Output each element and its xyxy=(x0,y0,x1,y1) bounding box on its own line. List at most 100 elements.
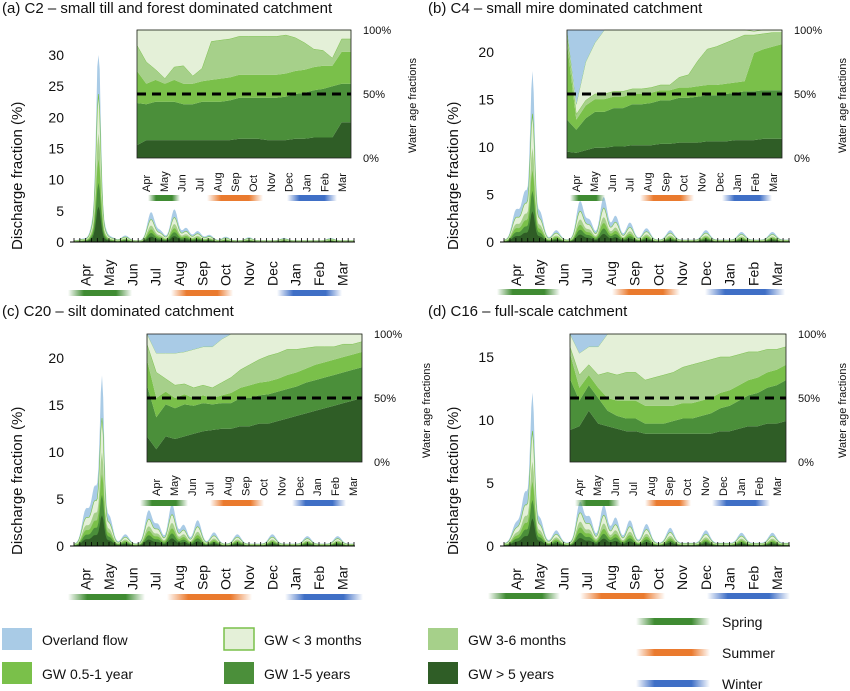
panel-2-inset-xtick-label: Feb xyxy=(330,477,342,496)
panel-1-xtick-label: Feb xyxy=(745,262,761,286)
panel-2-inset-season-bar-winter xyxy=(292,500,346,506)
panel-0-xtick-label: Dec xyxy=(264,261,280,286)
panel-1-inset-ytick-label: 50% xyxy=(794,89,816,101)
panel-0-season-bar-spring xyxy=(68,290,132,296)
panel-3-ytick-label: 5 xyxy=(486,475,494,491)
panel-1-inset-xtick-label: Apr xyxy=(571,175,583,192)
panel-1-xtick-label: Mar xyxy=(769,262,785,286)
panel-2-xtick-label: Nov xyxy=(241,565,257,590)
panel-2-inset-xtick-label: May xyxy=(169,475,181,496)
panel-a-ylabel: Discharge fraction (%) xyxy=(9,102,26,250)
panel-2-ytick-label: 5 xyxy=(56,491,64,507)
legend-bar-spring xyxy=(636,618,710,625)
legend-swatch-gw-3-6 xyxy=(428,628,458,650)
panel-3-xtick-label: Feb xyxy=(745,566,761,590)
legend-label-winter: Winter xyxy=(722,676,763,691)
panel-2-inset-xtick-label: Oct xyxy=(258,479,270,496)
panel-2-inset-xtick-label: Nov xyxy=(276,476,288,496)
panel-2-inset-xtick-label: Aug xyxy=(223,476,235,496)
panel-0-xtick-label: Nov xyxy=(241,261,257,286)
panel-1-inset-xtick-label: Feb xyxy=(750,173,762,192)
panel-3-xtick-label: Sep xyxy=(627,565,643,590)
panel-1-xtick-label: Oct xyxy=(650,264,666,286)
panel-d-inset-ylabel: Water age fractions xyxy=(837,363,849,458)
legend-label-overland: Overland flow xyxy=(42,632,128,648)
panel-0-ytick-label: 20 xyxy=(48,109,64,125)
panel-0-xtick-label: Feb xyxy=(311,262,327,286)
panel-0-ytick-label: 0 xyxy=(56,234,64,250)
panel-0-area-gw_gt5 xyxy=(74,206,354,242)
panel-3-inset-season-bar-summer xyxy=(645,500,691,506)
panel-0-ytick-label: 15 xyxy=(48,141,64,157)
panel-1-xtick-label: Jul xyxy=(579,268,595,286)
panel-0-inset-area-gw_05_1 xyxy=(137,51,351,105)
panel-1-inset-season-bar-spring xyxy=(570,195,605,201)
panel-0-inset-ytick-label: 100% xyxy=(363,25,391,37)
panel-0-ytick-label: 25 xyxy=(48,78,64,94)
panel-a-title: (a) C2 – small till and forest dominated… xyxy=(2,0,333,17)
legend-swatch-overland xyxy=(2,628,32,650)
panel-3-inset-ytick-label: 50% xyxy=(798,393,820,405)
panel-1-area-gw_gt5 xyxy=(504,211,789,242)
panel-0-inset-area-gw_1_5 xyxy=(137,83,351,146)
panel-c-inset-ylabel: Water age fractions xyxy=(421,363,433,458)
panel-0-inset-season-bar-spring xyxy=(148,195,180,201)
legend: Overland flow GW 0.5-1 year GW < 3 month… xyxy=(2,614,775,691)
panel-1-inset-area-overland xyxy=(567,30,782,105)
panel-1-inset-ytick-label: 100% xyxy=(794,25,822,37)
panel-1-ytick-label: 10 xyxy=(478,139,494,155)
panel-1-inset-season-bar-winter xyxy=(722,195,772,201)
panel-1-xtick-label: Nov xyxy=(674,261,690,286)
panel-0-inset-season-bar-summer xyxy=(207,195,263,201)
panel-2-area-gw_gt5 xyxy=(74,515,354,546)
panel-2-ytick-label: 10 xyxy=(48,444,64,460)
panel-2-xtick-label: Mar xyxy=(334,566,350,590)
chart-panels: 0 5 10 15 20 25 30 Apr May Jun Jul Aug Sep Oct Nov Dec J… xyxy=(48,25,826,600)
panel-2-inset-xtick-label: Jan xyxy=(312,478,324,496)
panel-0-inset-xtick-label: Feb xyxy=(319,173,331,192)
panel-3-season-bar-spring xyxy=(488,593,560,599)
panel-1-inset-xtick-label: Sep xyxy=(661,172,673,192)
panel-2-xtick-label: Jun xyxy=(124,567,140,590)
panel-b-title: (b) C4 – small mire dominated catchment xyxy=(428,0,703,17)
panel-2-xtick-label: Dec xyxy=(264,565,280,590)
panel-3-inset-xtick-label: Dec xyxy=(718,476,730,496)
panel-0-inset-ytick-label: 0% xyxy=(363,153,379,165)
panel-3-season-bar-summer xyxy=(580,593,665,599)
panel-3-xtick-label: Apr xyxy=(508,568,524,590)
panel-1-inset-xtick-label: May xyxy=(589,171,601,192)
panel-3-inset-xtick-label: Jul xyxy=(628,482,640,496)
panel-3-xtick-label: May xyxy=(532,564,548,590)
panel-2-inset-xtick-label: Jun xyxy=(187,478,199,496)
panel-c-title: (c) C20 – silt dominated catchment xyxy=(2,303,235,320)
panel-1-xtick-label: Jun xyxy=(555,263,571,286)
panel-0-xtick-label: Jan xyxy=(288,263,304,286)
panel-0-inset-xtick-label: Sep xyxy=(230,172,242,192)
panel-3-ytick-label: 10 xyxy=(478,412,494,428)
panel-3-ytick-label: 15 xyxy=(478,349,494,365)
panel-3-inset-season-bar-winter xyxy=(712,500,770,506)
panel-1-xtick-label: May xyxy=(532,260,548,286)
panel-0-ytick-label: 30 xyxy=(48,47,64,63)
panel-1-xtick-label: Sep xyxy=(627,261,643,286)
panel-1-season-bar-spring xyxy=(497,289,560,295)
panel-2-xtick-label: Oct xyxy=(218,568,234,590)
panel-c-ylabel: Discharge fraction (%) xyxy=(9,407,26,555)
panel-3-xtick-label: Jul xyxy=(579,572,595,590)
panel-3-inset-ytick-label: 100% xyxy=(798,329,826,341)
panel-1-ytick-label: 0 xyxy=(486,234,494,250)
panel-1-inset-xtick-label: Mar xyxy=(768,173,780,192)
panel-1-inset-xtick-label: Jul xyxy=(625,178,637,192)
panel-0-inset-xtick-label: May xyxy=(159,171,171,192)
panel-2-xtick-label: Feb xyxy=(311,566,327,590)
panel-0-inset-xtick-label: Mar xyxy=(337,173,349,192)
panel-3-xtick-label: Jan xyxy=(722,567,738,590)
panel-0-ytick-label: 5 xyxy=(56,203,64,219)
panel-1-season-bar-summer xyxy=(612,289,680,295)
panel-2-inset-area-gw_1_5 xyxy=(147,367,362,450)
panel-1-inset-xtick-label: Dec xyxy=(714,172,726,192)
panel-0-inset-xtick-label: Jun xyxy=(177,174,189,192)
panel-0-ytick-label: 10 xyxy=(48,172,64,188)
panel-0-xtick-label: Jul xyxy=(148,268,164,286)
legend-label-gw-1-5: GW 1-5 years xyxy=(264,666,350,682)
